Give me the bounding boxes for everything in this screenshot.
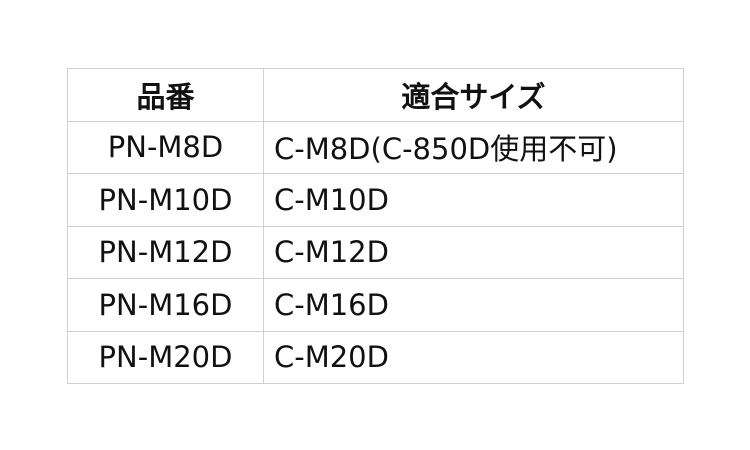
table-row: PN-M20D C-M20D bbox=[67, 330, 684, 384]
compatible-size-cell: C-M20D bbox=[263, 330, 684, 384]
product-size-table: 品番 適合サイズ PN-M8D C-M8D(C-850D使用不可) PN-M10… bbox=[67, 68, 684, 384]
part-number-cell: PN-M20D bbox=[67, 330, 264, 384]
compatible-size-cell: C-M10D bbox=[263, 173, 684, 227]
header-part-number: 品番 bbox=[67, 68, 264, 122]
table-row: PN-M10D C-M10D bbox=[67, 173, 684, 227]
table-row: PN-M12D C-M12D bbox=[67, 225, 684, 279]
compatible-size-cell: C-M16D bbox=[263, 278, 684, 332]
compatible-size-cell: C-M8D(C-850D使用不可) bbox=[263, 120, 684, 174]
part-number-cell: PN-M12D bbox=[67, 225, 264, 279]
compatible-size-cell: C-M12D bbox=[263, 225, 684, 279]
part-number-cell: PN-M8D bbox=[67, 120, 264, 174]
part-number-cell: PN-M10D bbox=[67, 173, 264, 227]
table-row: PN-M16D C-M16D bbox=[67, 278, 684, 332]
part-number-cell: PN-M16D bbox=[67, 278, 264, 332]
table-row: PN-M8D C-M8D(C-850D使用不可) bbox=[67, 120, 684, 174]
header-compatible-size: 適合サイズ bbox=[263, 68, 684, 122]
header-row: 品番 適合サイズ bbox=[67, 68, 684, 122]
